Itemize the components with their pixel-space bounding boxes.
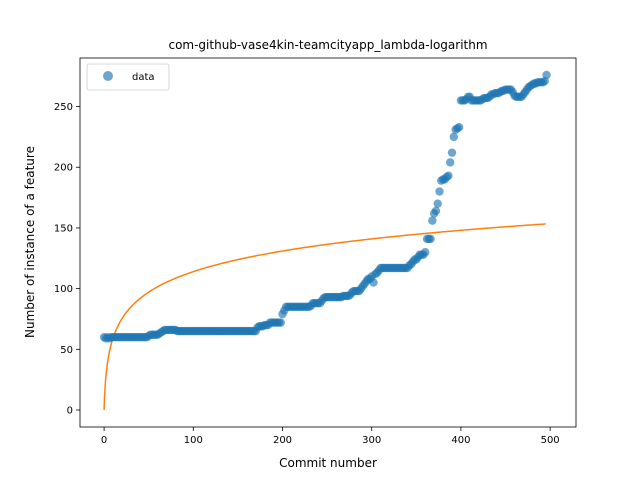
data-point (421, 248, 430, 257)
data-point (447, 148, 457, 157)
y-axis-label: Number of instance of a feature (23, 146, 37, 338)
data-point (431, 206, 441, 216)
x-axis: 0 100 200 300 400 500 (101, 427, 560, 446)
x-axis-label: Commit number (279, 456, 377, 470)
data-point (542, 70, 551, 80)
y-tick-label: 100 (54, 284, 73, 295)
legend-marker-data (103, 71, 113, 81)
data-point (444, 171, 453, 180)
plot-area (99, 70, 551, 411)
plot-frame (79, 57, 577, 428)
data-point (446, 158, 455, 167)
y-tick-label: 250 (54, 102, 73, 113)
data-scatter-series (99, 70, 551, 343)
data-point (449, 132, 458, 142)
legend-label-data: data (132, 72, 155, 83)
y-tick-label: 0 (67, 406, 73, 417)
data-point (435, 187, 444, 196)
fit-line-series (103, 223, 546, 411)
data-point (276, 318, 285, 327)
y-tick-label: 50 (60, 345, 73, 356)
data-point (454, 122, 464, 132)
data-point (369, 278, 378, 287)
data-point (426, 234, 435, 244)
x-tick-label: 500 (541, 435, 560, 446)
y-axis: 0 50 100 150 200 250 (54, 102, 80, 417)
legend: data (86, 63, 170, 91)
y-tick-label: 200 (54, 163, 73, 174)
x-tick-label: 0 (101, 435, 107, 446)
chart-title: com-github-vase4kin-teamcityapp_lambda-l… (168, 38, 487, 52)
data-point (428, 216, 437, 225)
x-tick-label: 100 (184, 435, 203, 446)
x-tick-label: 200 (273, 435, 292, 446)
y-tick-label: 150 (54, 223, 73, 234)
fit-line (103, 223, 546, 411)
legend-box (86, 63, 170, 91)
data-point (433, 199, 442, 208)
x-tick-label: 400 (451, 435, 470, 446)
x-tick-label: 300 (362, 435, 381, 446)
